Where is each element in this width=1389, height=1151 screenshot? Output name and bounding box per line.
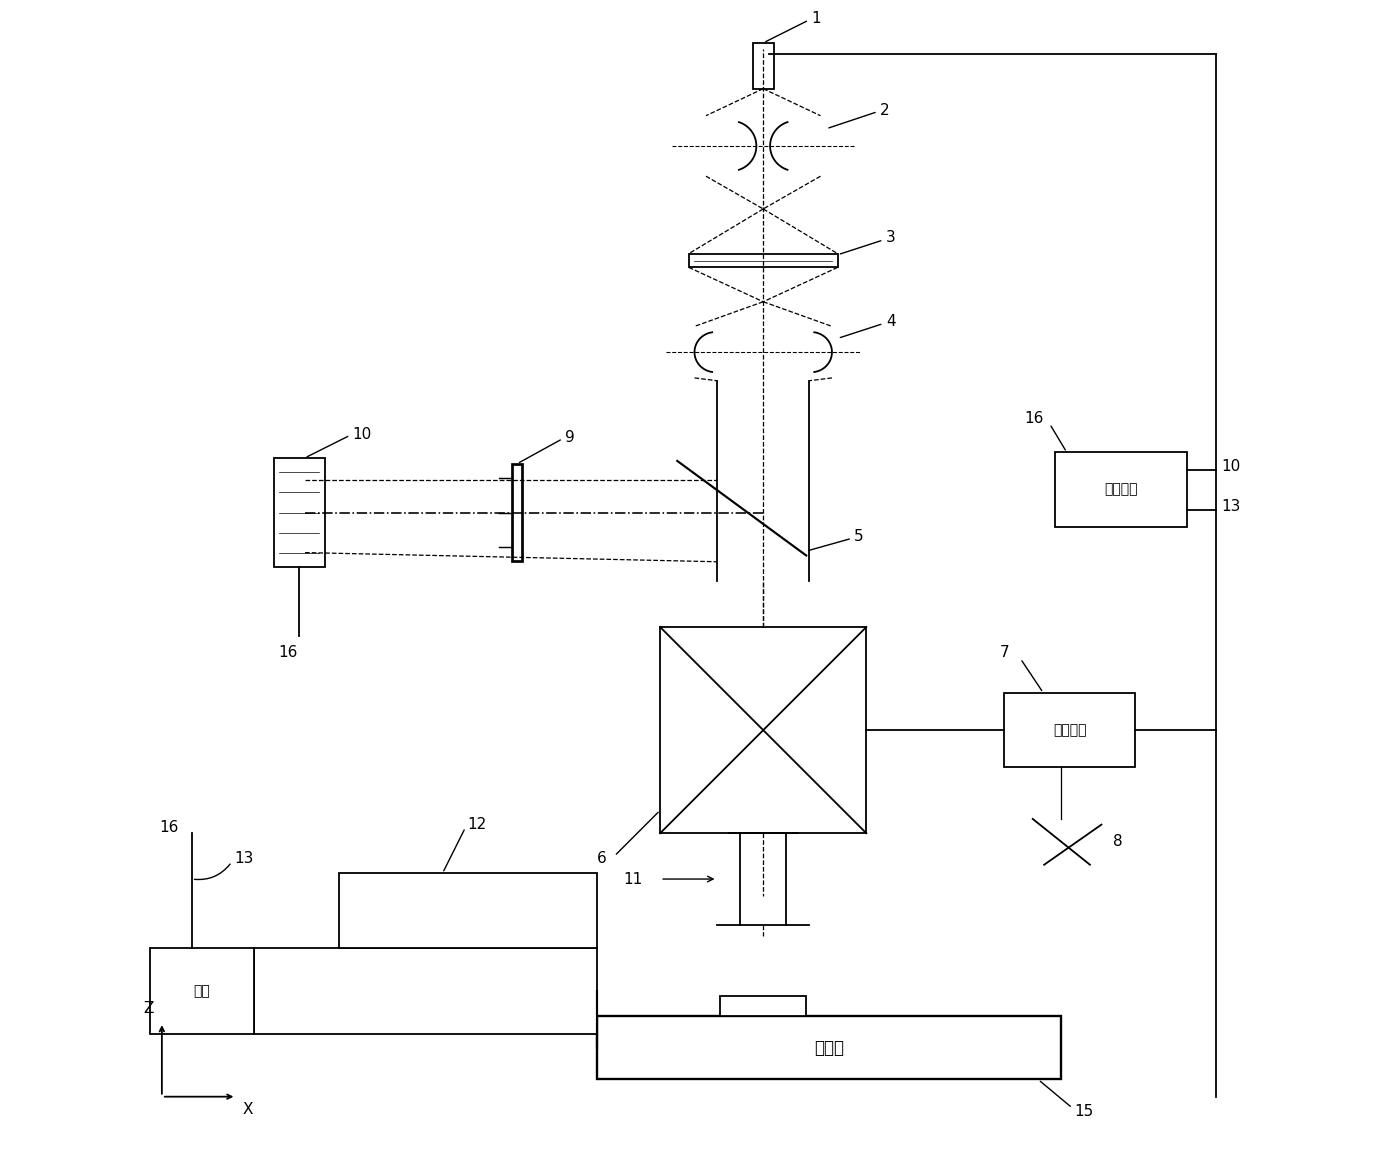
Bar: [1004, 693, 1135, 768]
Bar: [753, 43, 774, 89]
Text: 16: 16: [278, 646, 297, 661]
Text: 1: 1: [811, 12, 821, 26]
Bar: [689, 253, 838, 267]
Bar: [150, 947, 254, 1034]
Text: 7: 7: [999, 646, 1008, 661]
Text: 5: 5: [854, 529, 864, 544]
Text: 4: 4: [886, 314, 896, 329]
Bar: [254, 947, 597, 1034]
Text: 16: 16: [1025, 411, 1045, 426]
Text: 工作台: 工作台: [814, 1039, 845, 1057]
Bar: [721, 996, 806, 1016]
Bar: [597, 1016, 1061, 1080]
Text: 13: 13: [233, 851, 253, 866]
Bar: [513, 464, 521, 562]
Bar: [339, 874, 597, 947]
Text: 11: 11: [624, 871, 643, 886]
Text: 8: 8: [1113, 834, 1122, 849]
Text: 10: 10: [353, 427, 372, 442]
Text: 10: 10: [1221, 458, 1240, 473]
Text: 控制系统: 控制系统: [1104, 482, 1138, 496]
Text: 6: 6: [597, 851, 607, 866]
Text: 15: 15: [1075, 1104, 1095, 1119]
Text: 16: 16: [160, 820, 178, 834]
Text: Z: Z: [143, 1001, 153, 1016]
Text: 3: 3: [886, 230, 896, 245]
Text: 9: 9: [565, 430, 575, 445]
Text: 12: 12: [468, 816, 488, 831]
Text: X: X: [242, 1103, 253, 1118]
Text: 电机: 电机: [193, 984, 210, 998]
Text: 校正设备: 校正设备: [1053, 723, 1086, 737]
Text: 13: 13: [1221, 498, 1240, 513]
Bar: [660, 627, 867, 833]
Bar: [1056, 452, 1188, 527]
Bar: [274, 458, 325, 567]
Text: 2: 2: [881, 102, 890, 117]
